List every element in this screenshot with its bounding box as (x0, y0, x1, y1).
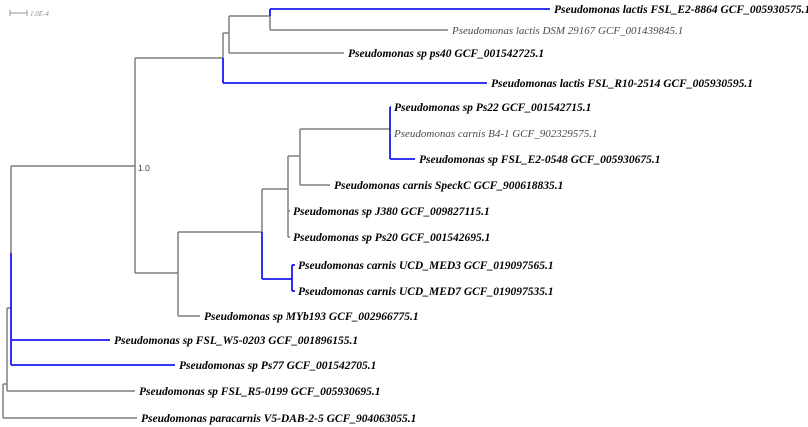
taxon-label: Pseudomonas sp J380 GCF_009827115.1 (293, 206, 490, 218)
taxon-label: Pseudomonas sp ps40 GCF_001542725.1 (348, 48, 544, 60)
taxon-label: Pseudomonas carnis UCD_MED7 GCF_01909753… (298, 286, 554, 298)
taxon-label: Pseudomonas sp Ps77 GCF_001542705.1 (179, 360, 376, 372)
support-value-label: 1.0 (138, 163, 150, 173)
tree-branches (2, 9, 391, 418)
taxon-label: Pseudomonas carnis B4-1 GCF_902329575.1 (393, 128, 598, 140)
scale-bar: 1.0E-4 (9, 10, 49, 18)
taxon-label: Pseudomonas sp FSL_E2-0548 GCF_005930675… (419, 154, 661, 166)
taxon-label: Pseudomonas sp MYb193 GCF_002966775.1 (204, 311, 419, 323)
taxon-label: Pseudomonas paracarnis V5-DAB-2-5 GCF_90… (141, 413, 416, 425)
tip-branches (3, 8, 550, 419)
taxon-label: Pseudomonas sp Ps20 GCF_001542695.1 (293, 232, 490, 244)
scale-bar-label: 1.0E-4 (30, 10, 49, 18)
taxon-label: Pseudomonas carnis UCD_MED3 GCF_01909756… (298, 260, 554, 272)
taxon-label: Pseudomonas carnis SpeckC GCF_900618835.… (334, 180, 563, 192)
taxon-label: Pseudomonas sp Ps22 GCF_001542715.1 (394, 102, 591, 114)
taxon-label: Pseudomonas lactis FSL_R10-2514 GCF_0059… (491, 78, 753, 90)
taxon-label: Pseudomonas lactis DSM 29167 GCF_0014398… (451, 25, 683, 37)
taxon-labels: Pseudomonas lactis FSL_E2-8864 GCF_00593… (114, 4, 808, 425)
taxon-label: Pseudomonas lactis FSL_E2-8864 GCF_00593… (554, 4, 808, 16)
taxon-label: Pseudomonas sp FSL_R5-0199 GCF_005930695… (139, 386, 381, 398)
taxon-label: Pseudomonas sp FSL_W5-0203 GCF_001896155… (114, 335, 358, 347)
